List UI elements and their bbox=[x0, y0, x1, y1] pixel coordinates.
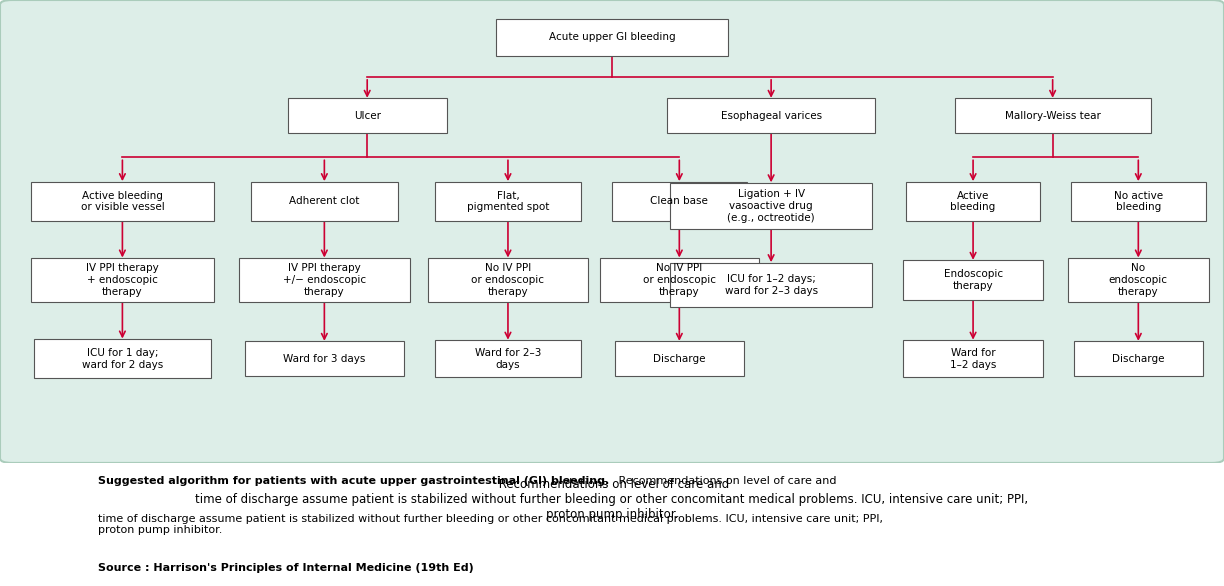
FancyBboxPatch shape bbox=[428, 258, 588, 302]
Text: Ulcer: Ulcer bbox=[354, 111, 381, 121]
FancyBboxPatch shape bbox=[435, 182, 581, 221]
Text: Discharge: Discharge bbox=[1113, 354, 1164, 364]
Text: Ward for 2–3
days: Ward for 2–3 days bbox=[475, 348, 541, 370]
FancyBboxPatch shape bbox=[671, 263, 871, 306]
FancyBboxPatch shape bbox=[435, 340, 581, 377]
FancyBboxPatch shape bbox=[251, 182, 398, 221]
FancyBboxPatch shape bbox=[288, 98, 447, 133]
Text: No
endoscopic
therapy: No endoscopic therapy bbox=[1109, 264, 1168, 297]
FancyBboxPatch shape bbox=[667, 98, 875, 133]
Text: Acute upper GI bleeding: Acute upper GI bleeding bbox=[548, 32, 676, 42]
Text: Ward for
1–2 days: Ward for 1–2 days bbox=[950, 348, 996, 370]
FancyBboxPatch shape bbox=[612, 182, 747, 221]
FancyBboxPatch shape bbox=[906, 182, 1040, 221]
Text: Recommendations on level of care and
time of discharge assume patient is stabili: Recommendations on level of care and tim… bbox=[196, 478, 1028, 520]
FancyBboxPatch shape bbox=[239, 258, 410, 302]
Text: Recommendations on level of care and: Recommendations on level of care and bbox=[616, 476, 837, 486]
Text: Clean base: Clean base bbox=[650, 196, 709, 206]
Text: No IV PPI
or endoscopic
therapy: No IV PPI or endoscopic therapy bbox=[471, 264, 545, 297]
Text: ICU for 1–2 days;
ward for 2–3 days: ICU for 1–2 days; ward for 2–3 days bbox=[725, 274, 818, 295]
FancyBboxPatch shape bbox=[903, 340, 1043, 377]
Text: IV PPI therapy
+/− endoscopic
therapy: IV PPI therapy +/− endoscopic therapy bbox=[283, 264, 366, 297]
Text: ICU for 1 day;
ward for 2 days: ICU for 1 day; ward for 2 days bbox=[82, 348, 163, 370]
FancyBboxPatch shape bbox=[31, 258, 214, 302]
Text: Endoscopic
therapy: Endoscopic therapy bbox=[944, 270, 1002, 291]
FancyBboxPatch shape bbox=[903, 260, 1043, 300]
Text: Source : Harrison's Principles of Internal Medicine (19th Ed): Source : Harrison's Principles of Intern… bbox=[98, 563, 474, 573]
FancyBboxPatch shape bbox=[31, 182, 214, 221]
FancyBboxPatch shape bbox=[600, 258, 759, 302]
FancyBboxPatch shape bbox=[1075, 342, 1203, 376]
Text: time of discharge assume patient is stabilized without further bleeding or other: time of discharge assume patient is stab… bbox=[98, 514, 883, 536]
Text: Mallory-Weiss tear: Mallory-Weiss tear bbox=[1005, 111, 1100, 121]
FancyBboxPatch shape bbox=[0, 0, 1224, 463]
Text: No IV PPI
or endoscopic
therapy: No IV PPI or endoscopic therapy bbox=[643, 264, 716, 297]
FancyBboxPatch shape bbox=[496, 19, 728, 56]
FancyBboxPatch shape bbox=[671, 183, 871, 229]
Text: Esophageal varices: Esophageal varices bbox=[721, 111, 821, 121]
FancyBboxPatch shape bbox=[245, 342, 404, 376]
FancyBboxPatch shape bbox=[34, 339, 212, 379]
Text: Suggested algorithm for patients with acute upper gastrointestinal (GI) bleeding: Suggested algorithm for patients with ac… bbox=[98, 476, 610, 486]
Text: IV PPI therapy
+ endoscopic
therapy: IV PPI therapy + endoscopic therapy bbox=[86, 264, 159, 297]
Text: No active
bleeding: No active bleeding bbox=[1114, 190, 1163, 212]
Text: Flat,
pigmented spot: Flat, pigmented spot bbox=[466, 190, 550, 212]
Text: Discharge: Discharge bbox=[654, 354, 705, 364]
FancyBboxPatch shape bbox=[616, 342, 744, 376]
Text: Adherent clot: Adherent clot bbox=[289, 196, 360, 206]
FancyBboxPatch shape bbox=[955, 98, 1151, 133]
Text: Active
bleeding: Active bleeding bbox=[951, 190, 995, 212]
FancyBboxPatch shape bbox=[1067, 258, 1209, 302]
Text: Active bleeding
or visible vessel: Active bleeding or visible vessel bbox=[81, 190, 164, 212]
FancyBboxPatch shape bbox=[1071, 182, 1206, 221]
Text: Ligation + IV
vasoactive drug
(e.g., octreotide): Ligation + IV vasoactive drug (e.g., oct… bbox=[727, 189, 815, 223]
Text: Ward for 3 days: Ward for 3 days bbox=[283, 354, 366, 364]
